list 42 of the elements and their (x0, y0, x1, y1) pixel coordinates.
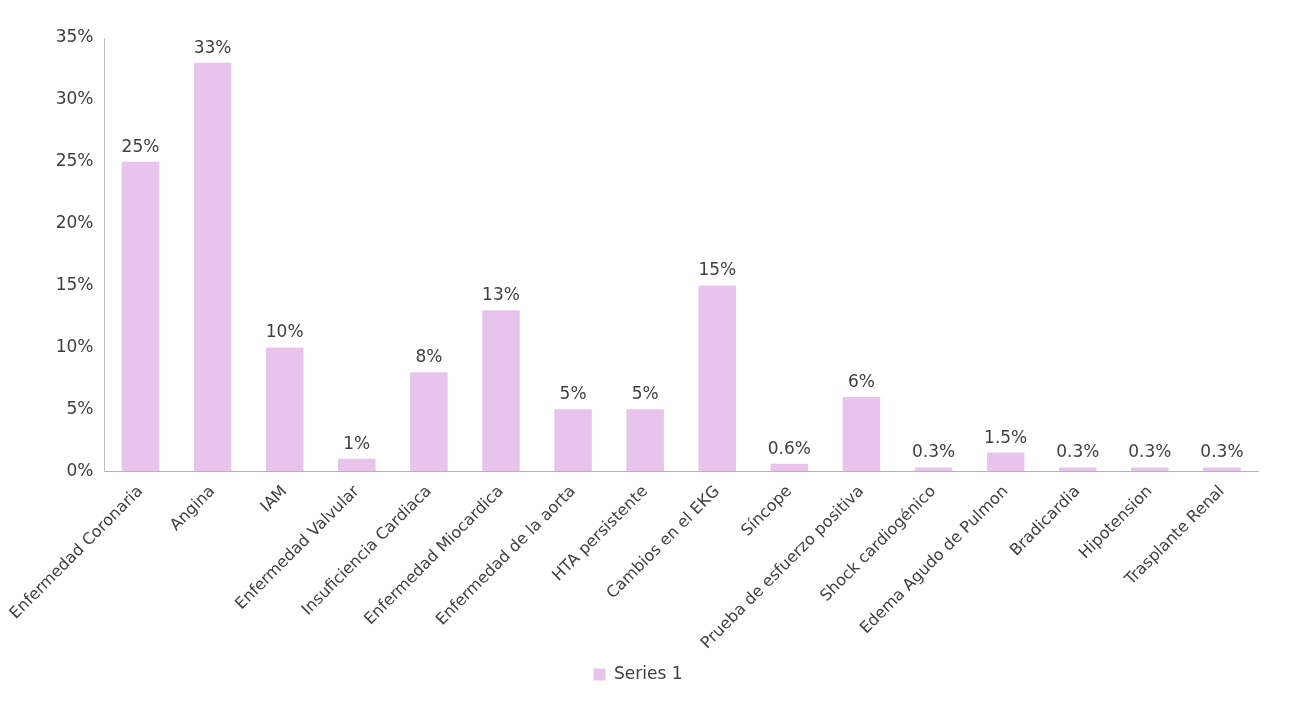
data-label: 0.3% (1200, 441, 1244, 462)
y-tick-label: 10% (55, 335, 94, 356)
data-label: 33% (193, 36, 232, 57)
x-tick-label: IAM (256, 481, 291, 516)
y-tick-label: 25% (55, 150, 94, 171)
bar (193, 62, 232, 472)
y-tick-label: 35% (55, 26, 94, 47)
data-label: 15% (698, 259, 737, 280)
y-tick-label: 0% (66, 459, 94, 480)
data-label: 6% (847, 370, 875, 391)
bar (482, 310, 520, 472)
bar (1059, 467, 1097, 472)
bar (842, 396, 881, 472)
bar (1131, 467, 1169, 472)
y-tick-label: 30% (55, 88, 94, 109)
bar (914, 467, 953, 472)
legend-label: Series 1 (614, 662, 683, 683)
data-label: 1% (343, 432, 371, 453)
bar (1203, 467, 1241, 472)
data-label: 25% (121, 135, 160, 156)
y-tick-label: 5% (66, 397, 94, 418)
data-label: 5% (559, 383, 587, 404)
y-tick-label: 20% (55, 212, 94, 233)
data-label: 10% (265, 321, 304, 342)
data-label: 0.6% (767, 437, 811, 458)
data-label: 1.5% (984, 426, 1028, 447)
data-label: 13% (482, 284, 520, 305)
data-label: 0.3% (1128, 441, 1172, 462)
bar (410, 372, 448, 472)
bar (770, 463, 809, 472)
bar (626, 409, 664, 472)
y-tick-label: 15% (55, 273, 94, 294)
data-label: 0.3% (1056, 441, 1100, 462)
bar (986, 452, 1025, 472)
bar (121, 161, 160, 472)
data-label: 5% (631, 383, 659, 404)
data-label: 0.3% (911, 441, 956, 462)
bar (265, 347, 304, 472)
data-label: 8% (415, 346, 443, 367)
bar (554, 409, 592, 472)
bar (338, 458, 376, 472)
bar (698, 285, 737, 472)
